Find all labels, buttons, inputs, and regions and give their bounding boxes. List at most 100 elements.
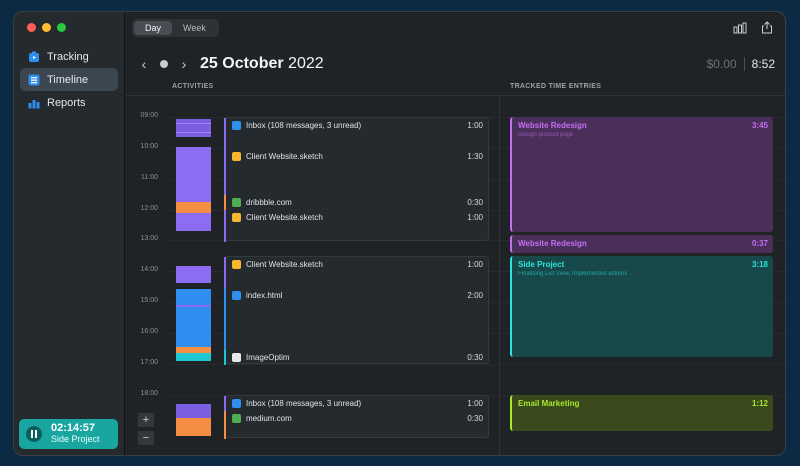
activity-row[interactable]: Client Website.sketch 1:00: [224, 257, 489, 288]
chevron-left-icon[interactable]: ‹: [141, 56, 147, 72]
entry-note: Finalizing List View, Implemented action…: [518, 271, 628, 277]
activity-name: Inbox (108 messages, 3 unread): [246, 121, 362, 130]
main-panel: Day Week ‹ › 25 October 2022 $0.00 8:52 …: [126, 12, 785, 455]
share-icon[interactable]: [761, 21, 773, 39]
vscode-icon: [232, 291, 241, 300]
activity-color-stripe: [224, 396, 226, 411]
hour-gridline: [166, 364, 785, 365]
zoom-window-button[interactable]: [57, 23, 66, 32]
activity-bar[interactable]: [176, 418, 211, 436]
time-entry[interactable]: Website Redesign 0:37: [510, 235, 773, 253]
activity-row[interactable]: Inbox (108 messages, 3 unread) 1:00: [224, 396, 489, 411]
time-entry[interactable]: Website Redesign 3:45 Design product page: [510, 117, 773, 232]
activity-row[interactable]: medium.com 0:30: [224, 411, 489, 439]
activity-duration: 1:30: [467, 152, 483, 161]
sidebar-item-tracking[interactable]: Tracking: [20, 45, 118, 68]
activity-name: medium.com: [246, 414, 292, 423]
day-total-time: 8:52: [751, 57, 775, 71]
activity-duration: 0:30: [467, 414, 483, 423]
bar-chart-icon[interactable]: [733, 21, 747, 39]
minimize-window-button[interactable]: [42, 23, 51, 32]
activity-name: Client Website.sketch: [246, 260, 323, 269]
activity-row[interactable]: ImageOptim 0:30: [224, 350, 489, 365]
hour-label: 15:00: [140, 297, 158, 304]
activity-bar[interactable]: [176, 202, 211, 213]
activities-header: ACTIVITIES: [172, 83, 214, 90]
activity-color-stripe: [224, 195, 226, 210]
entry-duration: 0:37: [751, 239, 768, 248]
tracking-icon: [28, 51, 40, 63]
sidebar-nav: Tracking Timeline Reports: [20, 45, 118, 114]
sketch-icon: [232, 213, 241, 222]
today-button[interactable]: [160, 60, 168, 68]
activity-bar[interactable]: [176, 347, 211, 353]
timer-project: Side Project: [51, 434, 100, 444]
tab-week[interactable]: Week: [183, 23, 206, 33]
activity-duration: 2:00: [467, 291, 483, 300]
activity-name: dribbble.com: [246, 198, 292, 207]
activity-color-stripe: [224, 210, 226, 242]
sketch-icon: [232, 260, 241, 269]
activity-bar[interactable]: [176, 147, 211, 202]
activity-duration: 1:00: [467, 260, 483, 269]
activity-bar[interactable]: [176, 119, 211, 137]
entry-title: Website Redesign: [518, 239, 587, 248]
hour-label: 16:00: [140, 328, 158, 335]
activity-bar[interactable]: [176, 353, 211, 361]
activity-bar[interactable]: [176, 213, 211, 231]
chevron-right-icon[interactable]: ›: [181, 56, 187, 72]
tab-day[interactable]: Day: [134, 21, 173, 35]
sidebar-item-reports[interactable]: Reports: [20, 91, 118, 114]
activity-row[interactable]: Client Website.sketch 1:30: [224, 149, 489, 195]
entry-duration: 3:45: [751, 121, 768, 130]
sketch-icon: [232, 152, 241, 161]
sidebar-item-label: Reports: [47, 96, 86, 109]
timer-elapsed: 02:14:57: [51, 422, 96, 434]
activity-bar[interactable]: [176, 266, 211, 283]
sidebar-item-label: Tracking: [47, 50, 89, 63]
activity-bar-marker: [176, 305, 211, 307]
activity-row[interactable]: Client Website.sketch 1:00: [224, 210, 489, 242]
activity-bar[interactable]: [176, 404, 211, 418]
activity-bar-marker: [176, 132, 211, 133]
activity-duration: 1:00: [467, 399, 483, 408]
activity-color-stripe: [224, 149, 226, 195]
entry-note: Design product page: [518, 132, 574, 138]
time-entry[interactable]: Side Project 3:18 Finalizing List View, Im…: [510, 256, 773, 357]
activity-group: [224, 117, 489, 241]
activity-group: [224, 256, 489, 364]
hour-label: 09:00: [140, 112, 158, 119]
entry-title: Side Project: [518, 260, 565, 269]
timeline-icon: [28, 74, 40, 86]
activity-row[interactable]: dribbble.com 0:30: [224, 195, 489, 210]
zoom-out-button[interactable]: −: [138, 431, 154, 445]
running-timer[interactable]: 02:14:57 Side Project: [19, 419, 118, 449]
activity-bar-marker: [176, 123, 211, 124]
activity-color-stripe: [224, 350, 226, 365]
entry-duration: 3:18: [751, 260, 768, 269]
entry-title: Website Redesign: [518, 121, 587, 130]
chrome-icon: [232, 414, 241, 423]
reports-icon: [28, 97, 40, 109]
sidebar-item-timeline[interactable]: Timeline: [20, 68, 118, 91]
view-switcher: Day Week: [132, 19, 219, 37]
activity-duration: 0:30: [467, 198, 483, 207]
activity-name: index.html: [246, 291, 283, 300]
hour-label: 11:00: [141, 174, 158, 181]
entry-duration: 1:12: [751, 399, 768, 408]
activity-bar[interactable]: [176, 289, 211, 347]
earnings-total: $0.00: [706, 57, 737, 71]
hour-label: 14:00: [140, 266, 158, 273]
time-entry[interactable]: Email Marketing 1:12: [510, 395, 773, 431]
sidebar-item-label: Timeline: [47, 73, 89, 86]
tracked-entries-header: TRACKED TIME ENTRIES: [510, 83, 602, 90]
activity-row[interactable]: index.html 2:00: [224, 288, 489, 350]
activity-color-stripe: [224, 288, 226, 350]
hour-label: 17:00: [140, 359, 158, 366]
pause-icon[interactable]: [26, 426, 42, 442]
activity-name: Client Website.sketch: [246, 152, 323, 161]
zoom-in-button[interactable]: +: [138, 413, 154, 427]
activity-row[interactable]: Inbox (108 messages, 3 unread) 1:00: [224, 118, 489, 149]
close-window-button[interactable]: [27, 23, 36, 32]
activity-duration: 1:00: [467, 121, 483, 130]
